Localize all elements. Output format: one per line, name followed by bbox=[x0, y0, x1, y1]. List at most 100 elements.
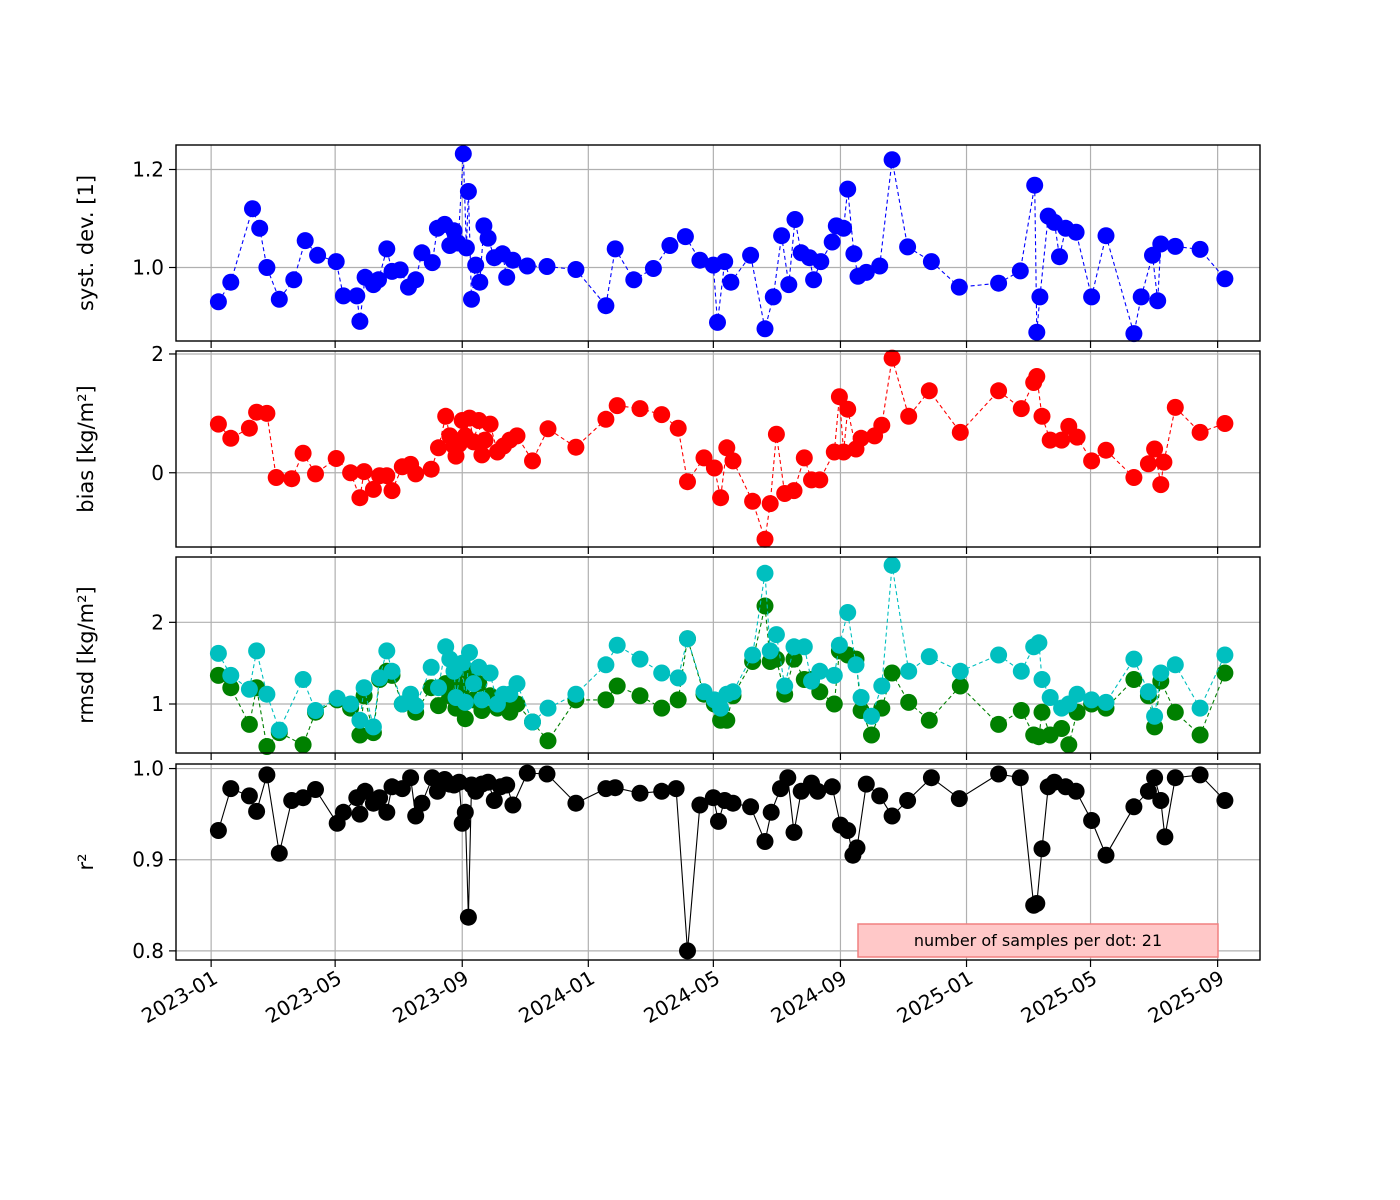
data-point bbox=[307, 781, 324, 798]
data-point bbox=[1125, 469, 1143, 486]
axes-frame bbox=[175, 144, 1261, 342]
data-point bbox=[1132, 288, 1150, 306]
data-point bbox=[467, 256, 485, 274]
series-1 bbox=[209, 764, 1234, 960]
data-point bbox=[756, 833, 774, 850]
series-2 bbox=[209, 556, 1234, 739]
y-axis-label: bias [kg/m²] bbox=[74, 385, 98, 512]
data-point bbox=[209, 293, 227, 311]
data-point bbox=[422, 460, 440, 478]
data-point bbox=[567, 438, 585, 456]
data-point bbox=[1166, 769, 1184, 787]
data-point bbox=[498, 776, 516, 794]
data-point bbox=[1152, 476, 1170, 494]
data-point bbox=[524, 452, 541, 470]
annotation-box bbox=[857, 923, 1219, 958]
data-point bbox=[1068, 428, 1086, 446]
data-point bbox=[222, 429, 240, 447]
data-point bbox=[990, 646, 1008, 664]
data-point bbox=[258, 738, 276, 755]
data-point bbox=[712, 489, 730, 507]
data-point bbox=[756, 597, 774, 615]
data-point bbox=[812, 253, 830, 271]
data-point bbox=[1097, 846, 1115, 864]
data-point bbox=[459, 183, 477, 200]
data-point bbox=[920, 711, 938, 729]
data-point bbox=[805, 271, 823, 289]
series-1 bbox=[209, 145, 1234, 343]
data-point bbox=[1028, 895, 1046, 912]
data-point bbox=[644, 260, 662, 277]
data-point bbox=[1097, 227, 1115, 245]
data-point bbox=[608, 636, 626, 654]
data-point bbox=[761, 495, 779, 513]
x-tick-label: 2025-09 bbox=[1144, 966, 1228, 1029]
data-point bbox=[267, 469, 285, 486]
data-point bbox=[830, 388, 848, 406]
data-point bbox=[1146, 769, 1164, 787]
data-point bbox=[471, 273, 489, 291]
data-point bbox=[258, 259, 276, 276]
data-point bbox=[459, 908, 477, 926]
data-point bbox=[1125, 650, 1143, 668]
data-point bbox=[209, 644, 227, 662]
data-point bbox=[342, 464, 360, 482]
data-point bbox=[258, 766, 276, 784]
data-point bbox=[1011, 769, 1029, 787]
data-point bbox=[270, 844, 288, 862]
data-point bbox=[990, 382, 1008, 400]
data-point bbox=[761, 642, 779, 660]
panel-1: 1.0 1.2 syst. dev. [1] bbox=[74, 144, 1261, 348]
data-point bbox=[364, 718, 382, 736]
panel-2: 0 2 bias [kg/m²] bbox=[74, 342, 1261, 554]
data-point bbox=[823, 233, 841, 251]
data-point bbox=[355, 463, 373, 481]
data-point bbox=[597, 691, 615, 709]
data-point bbox=[718, 439, 736, 457]
x-tick-label: 2023-05 bbox=[261, 966, 345, 1029]
x-tick-label: 2023-01 bbox=[137, 966, 221, 1029]
data-point bbox=[597, 410, 615, 428]
data-point bbox=[835, 219, 853, 237]
data-point bbox=[508, 675, 526, 693]
data-point bbox=[538, 765, 556, 783]
data-point bbox=[606, 779, 624, 797]
data-point bbox=[1149, 292, 1167, 310]
data-point bbox=[951, 677, 969, 695]
data-point bbox=[473, 691, 491, 709]
data-point bbox=[767, 626, 785, 644]
data-point bbox=[653, 782, 671, 800]
data-point bbox=[383, 662, 401, 680]
data-point bbox=[456, 693, 474, 711]
data-point bbox=[1152, 235, 1170, 253]
data-point bbox=[413, 794, 431, 812]
data-point bbox=[309, 246, 327, 264]
axes-frame bbox=[175, 763, 1261, 961]
data-point bbox=[1216, 415, 1234, 432]
series-line bbox=[217, 153, 1226, 334]
data-point bbox=[481, 664, 499, 682]
data-point bbox=[1030, 634, 1048, 652]
data-point bbox=[631, 784, 649, 802]
data-point bbox=[1067, 782, 1085, 800]
data-point bbox=[920, 648, 938, 666]
data-point bbox=[608, 677, 626, 695]
data-point bbox=[1028, 323, 1046, 341]
data-point bbox=[456, 803, 474, 821]
data-point bbox=[209, 822, 227, 839]
data-point bbox=[899, 238, 917, 256]
data-point bbox=[258, 404, 276, 422]
data-point bbox=[716, 253, 734, 271]
x-tick-label: 2024-05 bbox=[639, 966, 723, 1029]
data-point bbox=[378, 467, 396, 485]
data-point bbox=[222, 666, 240, 684]
data-point bbox=[631, 650, 649, 668]
x-tick-label: 2024-09 bbox=[767, 966, 851, 1029]
data-point bbox=[222, 780, 240, 798]
data-point bbox=[1146, 707, 1164, 725]
data-point bbox=[327, 450, 345, 467]
y-tick-label: 2 bbox=[151, 342, 164, 366]
data-point bbox=[518, 764, 536, 782]
data-point bbox=[785, 482, 803, 500]
data-point bbox=[407, 271, 425, 289]
